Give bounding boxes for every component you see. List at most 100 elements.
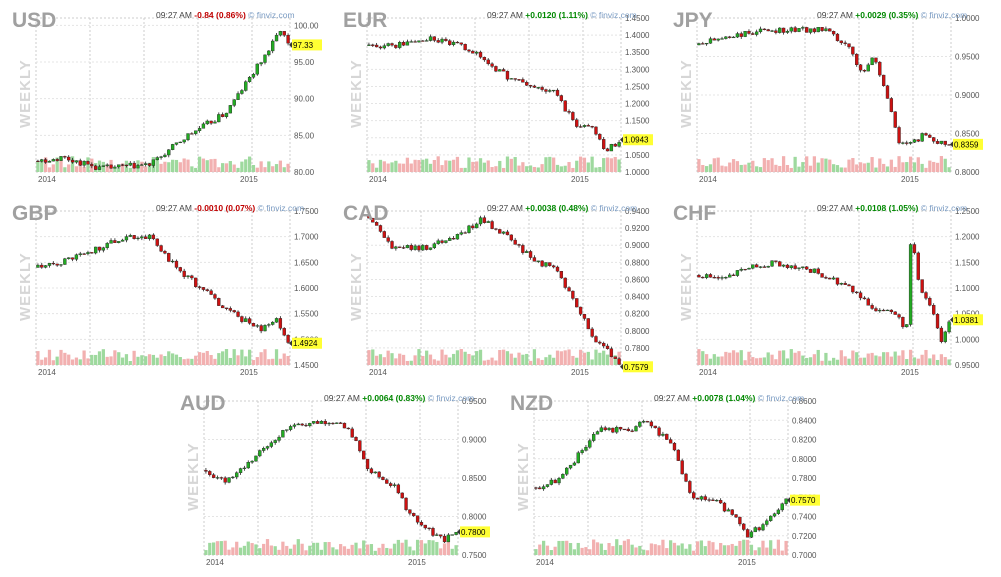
volume-bar — [828, 360, 832, 365]
candle-up — [440, 38, 444, 43]
volume-bar — [425, 158, 429, 172]
panel-nzd: 0.86000.84000.82000.80000.78000.76000.74… — [498, 383, 828, 573]
volume-bar — [398, 163, 402, 172]
volume-bar — [331, 547, 335, 555]
candle-up — [478, 217, 483, 225]
volume-bar — [82, 166, 86, 172]
candle-up — [638, 421, 642, 427]
volume-bar — [408, 546, 412, 555]
weekly-label: WEEKLY — [185, 442, 202, 511]
candle-up — [943, 331, 947, 342]
candle-up — [444, 240, 448, 243]
candle-up — [450, 534, 454, 536]
volume-bar — [265, 539, 270, 555]
volume-bar — [528, 165, 533, 172]
volume-bar — [63, 352, 67, 365]
y-tick-label: 1.0000 — [625, 168, 650, 177]
timestamp: 09:27 AM — [156, 203, 194, 213]
last-price-box — [623, 134, 653, 146]
volume-bar — [155, 158, 159, 172]
panel-cad: 0.9400 0.9200 0.9000 0.8800 0.8600 0.8400 0.82… — [331, 193, 661, 383]
candle-down — [467, 49, 471, 52]
volume-bar — [855, 352, 859, 365]
volume-bar — [534, 549, 538, 555]
volume-bar — [521, 162, 525, 172]
y-tick-label: 1.0500 — [955, 310, 980, 319]
volume-bar — [785, 358, 790, 365]
candle-up — [261, 448, 266, 451]
volume-bar — [549, 550, 553, 555]
volume-bar — [772, 548, 777, 555]
candle-up — [327, 422, 331, 425]
volume-bar — [367, 160, 371, 172]
candle-down — [394, 44, 398, 48]
candle-down — [843, 283, 847, 285]
y-tick-label: 0.8500 — [955, 130, 980, 139]
candle-down — [286, 334, 290, 343]
candle-down — [427, 527, 431, 529]
volume-bar — [223, 540, 227, 555]
candle-up — [580, 450, 584, 453]
y-tick-label: 0.7500 — [462, 551, 487, 560]
candle-up — [265, 446, 270, 449]
candle-up — [405, 41, 410, 46]
candle-down — [251, 323, 256, 327]
volume-bar — [292, 544, 297, 555]
currency-ticker: JPY — [673, 9, 713, 32]
volume-bar — [598, 167, 602, 172]
source-link: finviz.com — [599, 203, 637, 213]
volume-bar — [739, 350, 743, 365]
candle-down — [124, 164, 129, 167]
volume-bar — [448, 160, 452, 172]
candle-down — [120, 164, 125, 166]
candle-up — [373, 471, 377, 474]
candle-up — [235, 472, 239, 478]
candle-up — [747, 268, 751, 270]
candle-down — [463, 44, 467, 51]
volume-bar — [901, 350, 905, 365]
candle-up — [417, 40, 421, 43]
candle-up — [789, 27, 793, 32]
candle-down — [672, 442, 677, 451]
volume-bar — [51, 164, 55, 172]
candle-down — [159, 245, 163, 252]
candle-down — [870, 305, 874, 309]
candle-down — [916, 139, 920, 142]
last-price-label: 1.4924 — [293, 339, 318, 348]
candle-down — [901, 316, 905, 328]
candle-up — [428, 36, 433, 41]
volume-bar — [905, 162, 909, 172]
volume-bar — [843, 167, 847, 172]
candle-down — [563, 277, 567, 288]
candle-up — [213, 121, 217, 124]
candle-up — [761, 524, 765, 531]
candle-down — [86, 160, 90, 165]
candle-up — [413, 245, 417, 250]
candle-down — [432, 36, 437, 41]
volume-bar — [417, 160, 421, 172]
volume-bar — [697, 349, 701, 365]
volume-bar — [224, 349, 229, 365]
volume-bar — [575, 160, 579, 172]
volume-bar — [159, 354, 163, 365]
candle-down — [521, 79, 525, 83]
volume-bar — [712, 354, 716, 365]
volume-bar — [182, 158, 186, 172]
volume-bar — [215, 541, 220, 555]
volume-bar — [594, 349, 598, 365]
volume-bar — [605, 157, 610, 172]
y-tick-label: 1.0000 — [955, 335, 980, 344]
candle-up — [227, 477, 231, 483]
candle-up — [801, 27, 805, 29]
volume-bar — [274, 349, 279, 365]
candle-down — [412, 513, 416, 516]
volume-bar — [747, 162, 751, 172]
volume-bar — [213, 158, 217, 172]
volume-bar — [548, 156, 552, 172]
volume-bar — [761, 540, 765, 555]
candle-up — [258, 450, 262, 457]
volume-bar — [232, 349, 236, 365]
candle-down — [413, 41, 417, 43]
candle-down — [578, 306, 583, 315]
volume-bar — [928, 160, 932, 172]
